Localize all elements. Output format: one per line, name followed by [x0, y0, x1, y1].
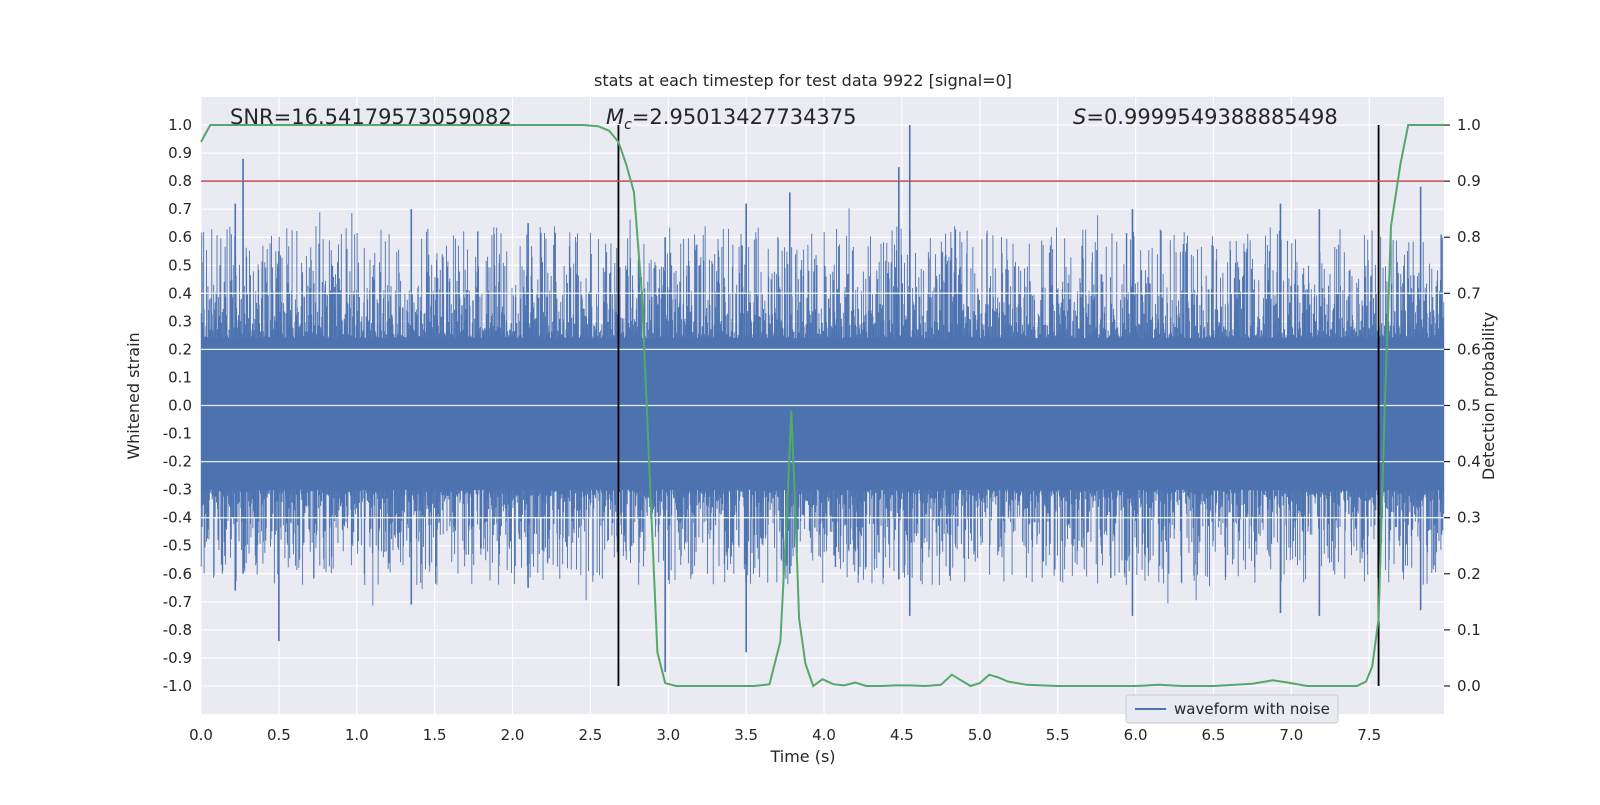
y-tick-label: 0.8: [168, 172, 192, 190]
chart-title: stats at each timestep for test data 992…: [594, 71, 1012, 90]
x-tick-label: 2.5: [578, 726, 602, 744]
x-tick-label: 7.0: [1279, 726, 1303, 744]
snr-annotation: SNR=16.54179573059082: [230, 105, 512, 129]
x-tick-label: 4.5: [890, 726, 914, 744]
chirp-mass-value: =2.95013427734375: [632, 105, 857, 129]
x-tick-label: 6.5: [1202, 726, 1226, 744]
score-annotation: S=0.9999549388885498: [1073, 105, 1338, 129]
y-right-tick-label: 0.5: [1457, 397, 1481, 415]
y-tick-label: 1.0: [168, 116, 192, 134]
legend-box: [1125, 694, 1339, 724]
y-tick-label: 0.1: [168, 368, 192, 386]
y-right-tick-label: 0.8: [1457, 228, 1481, 246]
chirp-mass-subscript: c: [624, 117, 632, 133]
x-tick-label: 0.5: [267, 726, 291, 744]
y-right-tick-label: 1.0: [1457, 116, 1481, 134]
x-tick-label: 1.5: [423, 726, 447, 744]
axis-ticks: 0.0 0.5 1.0 1.5 2.0 2.5 3.0 3.5 4.0 4.5 5.0 5.5 6.0 6…: [163, 116, 1481, 744]
y-right-tick-label: 0.1: [1457, 621, 1481, 639]
y-tick-label: -0.6: [163, 565, 192, 583]
y-tick-label: 0.3: [168, 312, 192, 330]
x-tick-label: 1.0: [345, 726, 369, 744]
score-value: =0.9999549388885498: [1086, 105, 1337, 129]
probability-line: [200, 124, 1444, 688]
y-axis-label-right: Detection probability: [1479, 312, 1498, 480]
y-tick-label: 0.5: [168, 256, 192, 274]
y-tick-label: -1.0: [163, 677, 192, 695]
y-right-tick-label: 0.6: [1457, 340, 1481, 358]
y-tick-label: -0.8: [163, 621, 192, 639]
y-tick-label: -0.3: [163, 481, 192, 499]
y-tick-label: -0.5: [163, 537, 192, 555]
x-tick-label: 0.0: [189, 726, 213, 744]
x-tick-label: 6.0: [1124, 726, 1148, 744]
x-axis-label: Time (s): [769, 747, 835, 766]
y-tick-label: 0.2: [168, 340, 192, 358]
y-tick-label: -0.7: [163, 593, 192, 611]
y-tick-label: -0.1: [163, 425, 192, 443]
y-tick-label: 0.0: [168, 397, 192, 415]
y-tick-label: 0.9: [168, 144, 192, 162]
chirp-mass-symbol: M: [606, 105, 624, 129]
y-right-tick-label: 0.0: [1457, 677, 1481, 695]
chirp-mass-annotation: Mc=2.95013427734375: [606, 105, 857, 133]
waveform-series: [200, 125, 1445, 672]
y-tick-label: 0.7: [168, 200, 192, 218]
x-tick-label: 3.0: [656, 726, 680, 744]
y-tick-label: -0.2: [163, 453, 192, 471]
y-tick-label: -0.9: [163, 649, 192, 667]
y-right-tick-label: 0.9: [1457, 172, 1481, 190]
y-right-tick-label: 0.7: [1457, 284, 1481, 302]
probability-series: [200, 124, 1444, 688]
waveform-core-band: [201, 343, 1444, 490]
y-right-tick-label: 0.4: [1457, 453, 1481, 471]
event-markers: [201, 125, 1444, 686]
score-symbol: S: [1073, 105, 1086, 129]
x-tick-label: 7.5: [1357, 726, 1381, 744]
legend: waveform with noise: [1125, 694, 1339, 724]
x-tick-label: 3.5: [734, 726, 758, 744]
y-tick-label: 0.6: [168, 228, 192, 246]
legend-label-waveform: waveform with noise: [1174, 700, 1330, 718]
y-tick-label: -0.4: [163, 509, 192, 527]
x-tick-label: 4.0: [812, 726, 836, 744]
x-tick-label: 5.5: [1046, 726, 1070, 744]
x-tick-label: 5.0: [968, 726, 992, 744]
y-right-tick-label: 0.3: [1457, 509, 1481, 527]
y-axis-label: Whitened strain: [124, 332, 143, 459]
y-tick-label: 0.4: [168, 284, 192, 302]
x-tick-label: 2.0: [501, 726, 525, 744]
y-right-tick-label: 0.2: [1457, 565, 1481, 583]
